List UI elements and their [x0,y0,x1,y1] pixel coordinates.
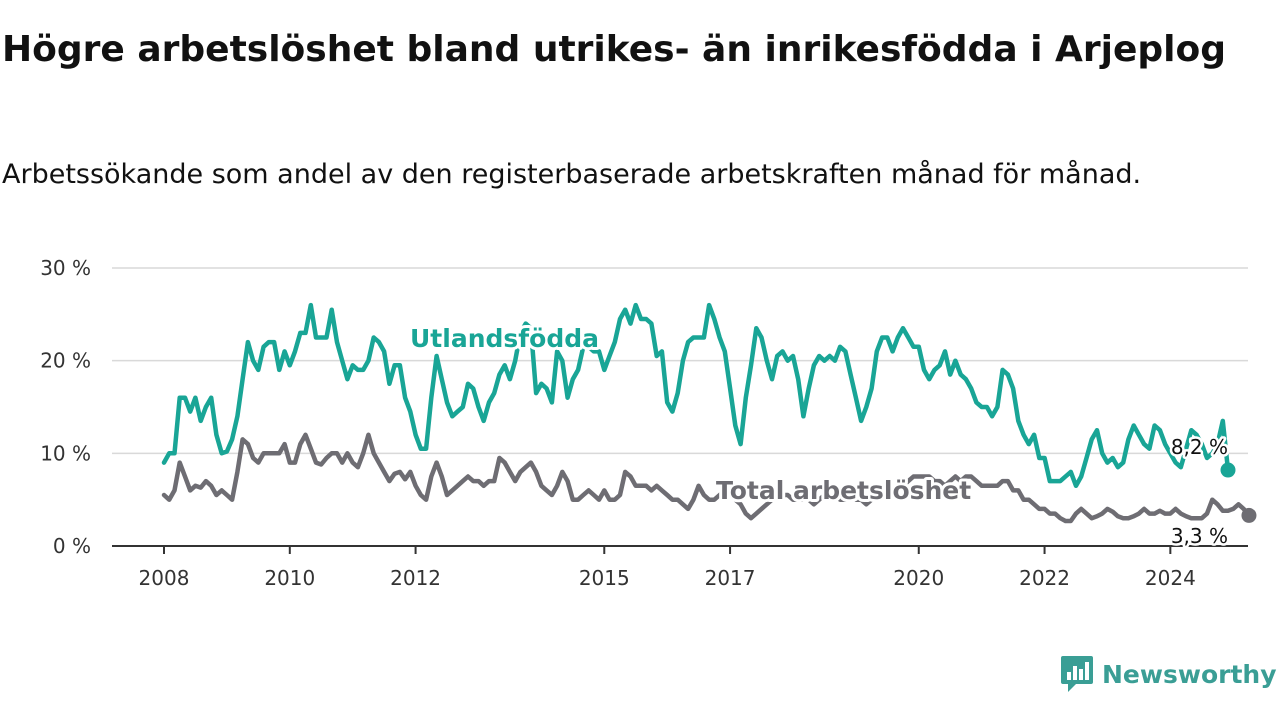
end-markers [1220,462,1257,523]
brand-name: Newsworthy [1102,659,1277,689]
line-chart: 0 % 10 % 20 % 30 % 2008 2010 2012 2015 2017 2020… [40,256,1257,590]
series-line-total-arbetsloshet [161,432,1252,524]
series-lines [161,302,1252,524]
chart-subtitle: Arbetssökande som andel av den registerb… [2,159,1142,190]
end-label-total-arbetsloshet: 3,3 % [1171,524,1228,548]
x-tick-label: 2017 [705,566,756,590]
series-line-utlandsfodda [161,302,1231,489]
series-labels: Utlandsfödda Total arbetslöshet [407,321,974,508]
x-axis: 2008 2010 2012 2015 2017 2020 2022 2024 [112,545,1248,590]
newsworthy-logo: Newsworthy [1060,654,1277,694]
x-tick-label: 2012 [390,566,441,590]
x-tick-label: 2010 [264,566,315,590]
chart-title: Högre arbetslöshet bland utrikes- än inr… [2,29,1226,70]
x-tick-label: 2024 [1145,566,1196,590]
x-tick-label: 2022 [1019,566,1070,590]
series-label-utlandsfodda: Utlandsfödda [410,324,599,353]
grid-lines [112,267,1248,455]
end-marker-utlandsfodda [1220,462,1236,478]
y-tick-label: 30 % [40,256,91,280]
end-marker-total-arbetsloshet [1241,507,1257,523]
series-label-total-arbetsloshet: Total arbetslöshet [716,476,971,505]
x-tick-label: 2008 [139,566,190,590]
x-tick-label: 2020 [893,566,944,590]
newsworthy-logo-icon [1061,656,1093,692]
y-tick-label: 20 % [40,349,91,373]
y-axis-labels: 0 % 10 % 20 % 30 % [40,256,91,558]
y-tick-label: 10 % [40,441,91,465]
end-label-utlandsfodda: 8,2 % [1171,435,1228,459]
x-tick-label: 2015 [579,566,630,590]
end-value-labels: 8,2 % 3,3 % [1168,433,1230,551]
y-tick-label: 0 % [53,534,91,558]
